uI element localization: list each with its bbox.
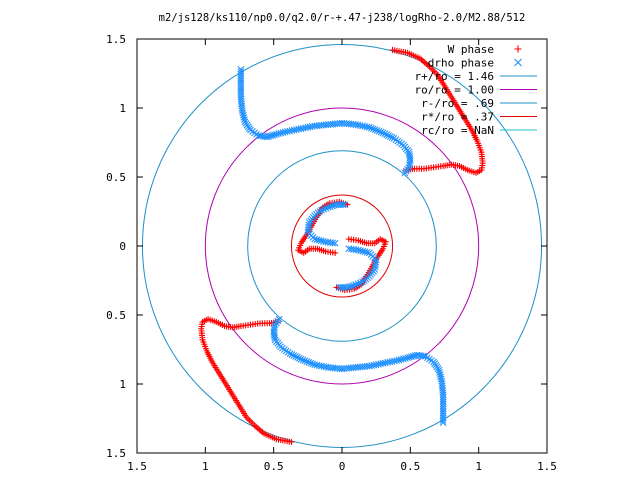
data-point-1-0-16-5 [388,134,396,141]
x-tick-label: 0 [339,460,346,473]
data-point-1-2-1-4 [313,236,321,244]
data-point-1-2-7-0 [324,203,332,211]
data-point-1-1-15-1 [309,360,317,368]
y-tick-label: 1 [119,102,126,115]
y-tick-label: 1.5 [106,447,126,460]
data-point-1-1-15-5 [301,357,309,365]
data-point-1-0-16-3 [385,132,392,139]
data-point-1-0-16-1 [381,130,389,138]
data-point-1-0-15-0 [365,123,373,131]
data-point-1-1-15-6 [299,356,307,364]
legend-label: ro/ro = 1.00 [415,84,494,97]
data-point-1-1-14-5 [313,361,321,369]
radius-circle-3 [290,194,394,298]
data-point-1-0-7-1 [265,133,273,140]
data-point-1-1-16-2 [293,353,301,361]
data-point-1-0-16-2 [383,131,391,139]
x-tick-label: 1.5 [127,460,147,473]
data-point-1-1-16-0 [297,355,305,363]
y-tick-label: 0 [119,240,126,253]
radius-circle-2 [247,150,437,342]
data-point-1-3-7-2 [348,282,355,290]
data-point-1-2-7-2 [329,202,336,210]
data-point-1-1-16-5 [288,351,296,358]
x-tick-label: 1 [475,460,482,473]
legend-label: r*/ro = .37 [421,111,494,124]
y-tick-label: 1 [119,378,126,391]
x-tick-label: 1 [202,460,209,473]
data-point-1-1-7-4 [406,353,413,361]
data-point-1-2-3-3 [305,221,313,229]
data-point-1-2-6-0 [318,206,325,214]
data-point-1-0-3-4 [241,116,248,123]
data-point-1-3-6-0 [359,278,366,286]
legend-label: W phase [448,43,494,56]
legend-label: r-/ro = .69 [421,97,494,110]
series-layer [198,47,486,445]
x-tick-label: 0.5 [264,460,284,473]
legend-label: r+/ro = 1.46 [415,70,494,83]
legend-marker [514,45,522,53]
data-point-1-1-15-4 [303,358,311,365]
data-point-1-0-16-4 [386,133,394,140]
data-point-1-1-7-2 [409,352,417,360]
data-point-1-2-8-3 [339,201,347,208]
data-point-1-3-7-0 [352,281,360,289]
data-point-1-0-7-3 [269,131,276,139]
data-point-1-3-1-4 [363,248,371,256]
y-tick-label: 1.5 [106,33,126,46]
data-point-1-1-3-4 [436,369,443,376]
data-point-1-3-8-3 [337,284,345,291]
data-point-1-3-3-3 [371,263,379,271]
data-point-1-1-16-1 [295,354,303,362]
y-tick-label: 0.5 [106,309,126,322]
data-point-1-1-15-3 [305,358,313,366]
data-point-1-2-6-2 [322,204,330,212]
data-point-1-1-16-3 [292,353,299,360]
data-point-1-0-15-3 [371,126,379,134]
data-point-1-1-15-2 [307,359,315,367]
data-point-1-1-7-3 [408,353,415,361]
y-axis: 1.5 1 0.5 0 0.5 1 1.5 [106,33,547,460]
data-point-1-1-15-0 [311,361,319,369]
data-point-1-2-6-1 [320,205,328,213]
x-tick-label: 0.5 [400,460,420,473]
data-point-1-3-end [335,284,343,291]
data-point-1-0-15-5 [375,127,383,135]
y-tick-label: 0.5 [106,171,126,184]
data-point-1-3-7-1 [350,281,358,289]
data-point-1-1-16-4 [290,352,298,359]
legend-label: drho phase [428,57,494,70]
data-point-1-3-6-1 [356,279,364,287]
data-point-1-0-15-2 [369,125,377,133]
data-point-1-1-7-0 [413,351,421,359]
legend-marker [514,58,522,67]
radius-circle-1 [204,107,480,385]
data-point-1-1-end [275,315,283,323]
data-point-1-0-15-6 [377,128,385,136]
x-axis: 1.5 1 0.5 0 0.5 1 1.5 [127,39,557,473]
data-point-1-0-end [401,169,409,177]
data-point-1-1-7-1 [411,352,419,359]
data-point-1-0-14-5 [363,123,371,131]
data-point-1-0-7-0 [263,133,271,141]
data-point-1-2-end [341,201,349,208]
data-point-1-0-15-4 [373,127,381,134]
data-point-1-0-20-2 [406,161,413,169]
data-point-1-0-16-0 [379,129,387,137]
data-point-1-1-20-2 [271,323,278,331]
data-point-1-0-15-1 [367,124,375,132]
data-point-1-2-7-1 [326,203,334,211]
data-point-1-0-7-2 [267,132,275,140]
series-0 [198,47,486,445]
series-1 [237,65,447,427]
legend-label: rc/ro = NaN [421,124,494,137]
x-tick-label: 1.5 [537,460,557,473]
data-point-1-3-6-2 [354,280,362,288]
data-point-1-0-7-4 [271,131,278,139]
chart-title: m2/js128/ks110/np0.0/q2.0/r-+.47-j238/lo… [159,12,526,24]
